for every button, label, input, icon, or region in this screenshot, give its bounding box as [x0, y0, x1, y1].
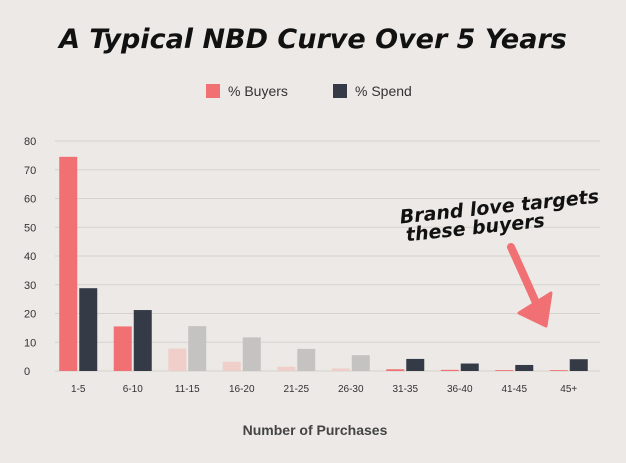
bar-buyers-1-5	[59, 156, 78, 371]
bar-buyers-36-40	[440, 369, 459, 371]
bar-buyers-45+	[549, 370, 568, 371]
x-tick-label: 16-20	[229, 384, 255, 395]
x-tick-label: 31-35	[392, 384, 418, 395]
bar-spend-11-15	[188, 326, 207, 371]
bar-spend-1-5	[79, 288, 98, 371]
y-tick-label: 20	[24, 309, 36, 321]
y-axis-ticks: 0 10 20 30 40 50 60 70 80	[24, 136, 36, 378]
bar-spend-41-45	[515, 364, 534, 371]
y-tick-label: 80	[24, 136, 36, 148]
bar-spend-31-35	[406, 358, 425, 371]
bar-spend-21-25	[297, 348, 316, 371]
y-tick-label: 0	[24, 366, 30, 378]
x-tick-label: 6-10	[123, 384, 143, 395]
y-tick-label: 50	[24, 222, 36, 234]
bar-spend-36-40	[460, 363, 479, 371]
bar-spend-26-30	[351, 355, 370, 371]
bar-spend-6-10	[133, 310, 152, 371]
bar-buyers-11-15	[168, 348, 187, 371]
x-axis-title: Number of Purchases	[243, 422, 388, 438]
bars	[59, 156, 588, 371]
x-tick-label: 41-45	[501, 384, 527, 395]
y-tick-label: 30	[24, 280, 36, 292]
bar-buyers-16-20	[222, 361, 241, 371]
y-tick-label: 10	[24, 337, 36, 349]
annotation-arrow-head	[517, 291, 553, 328]
bar-buyers-41-45	[495, 370, 514, 371]
x-tick-label: 11-15	[175, 384, 200, 395]
x-tick-label: 21-25	[283, 384, 309, 395]
y-tick-label: 40	[24, 251, 36, 263]
legend: % Buyers % Spend	[206, 83, 412, 99]
legend-swatch-buyers	[206, 84, 220, 98]
chart-title: A Typical NBD Curve Over 5 Years	[57, 24, 567, 55]
x-tick-label: 45+	[560, 384, 577, 395]
x-tick-label: 26-30	[338, 384, 364, 395]
y-tick-label: 70	[24, 165, 36, 177]
bar-buyers-6-10	[113, 326, 132, 371]
bar-buyers-26-30	[331, 368, 350, 371]
legend-label-spend: % Spend	[355, 83, 412, 99]
bar-spend-16-20	[242, 337, 261, 371]
y-tick-label: 60	[24, 194, 36, 206]
x-axis-ticks: 1-5 6-10 11-15 16-20 21-25 26-30 31-35 36-40 41-…	[71, 384, 577, 395]
x-tick-label: 36-40	[447, 384, 473, 395]
legend-swatch-spend	[333, 84, 347, 98]
bar-spend-45+	[569, 359, 588, 371]
x-tick-label: 1-5	[71, 384, 86, 395]
bar-buyers-31-35	[386, 369, 405, 371]
bar-buyers-21-25	[277, 366, 296, 371]
legend-label-buyers: % Buyers	[228, 83, 288, 99]
